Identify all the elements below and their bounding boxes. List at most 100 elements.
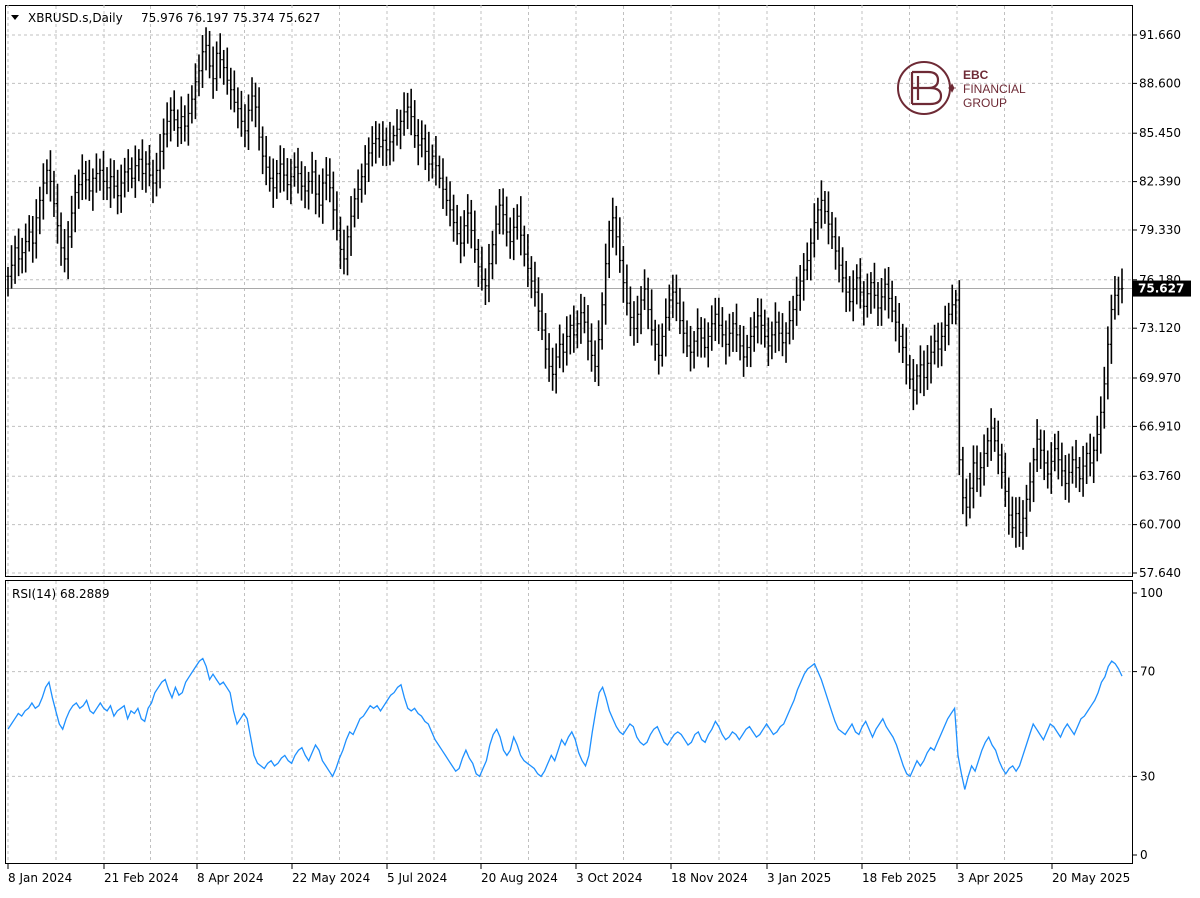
ohlc-bar: [1070, 446, 1074, 484]
ohlc-bar: [915, 364, 919, 405]
ohlc-bar: [689, 325, 693, 372]
ohlc-bar: [190, 85, 194, 124]
ohlc-bar: [604, 243, 608, 325]
ohlc-bar: [243, 104, 247, 148]
ohlc-bar: [667, 284, 671, 331]
ohlc-bar: [215, 41, 219, 91]
logo-monogram-icon: [910, 70, 943, 106]
ohlc-bar: [887, 266, 891, 319]
ohlc-bar: [625, 264, 629, 316]
time-tick-label: 20 Aug 2024: [481, 871, 558, 885]
ohlc-bar: [285, 158, 289, 201]
ohlc-bar: [837, 236, 841, 283]
ohlc-bar: [317, 174, 321, 218]
ohlc-bar: [314, 159, 318, 215]
time-tick-label: 18 Feb 2025: [862, 871, 937, 885]
ohlc-bar: [1039, 429, 1043, 469]
ohlc-bar: [533, 261, 537, 307]
ohlc-bar: [165, 102, 169, 148]
ohlc-bar: [430, 144, 434, 179]
ohlc-bar: [618, 217, 622, 273]
ohlc-bar: [169, 97, 173, 142]
ohlc-bar: [1000, 443, 1004, 489]
ohlc-bar: [717, 297, 721, 344]
ohlc-bar: [547, 333, 551, 382]
time-tick-label: 22 May 2024: [292, 871, 370, 885]
ohlc-bar: [452, 194, 456, 242]
ohlc-bar: [370, 126, 374, 167]
ohlc-bar: [975, 445, 979, 493]
price-tick-label: 66.910: [1139, 419, 1181, 433]
ohlc-bar: [264, 135, 268, 186]
dropdown-triangle-icon[interactable]: [11, 15, 19, 20]
ohlc-bar: [45, 159, 49, 195]
ohlc-bar: [70, 195, 74, 248]
ohlc-bar: [1113, 275, 1117, 320]
ohlc-bar: [876, 282, 880, 326]
ohlc-bar: [954, 289, 958, 325]
ohlc-bar: [1088, 433, 1092, 477]
ohlc-bar: [193, 63, 197, 120]
ohlc-bar: [356, 169, 360, 219]
ohlc-bar: [409, 88, 413, 136]
ohlc-bar: [738, 324, 742, 361]
ohlc-bar: [536, 277, 540, 332]
ohlc-bar: [551, 347, 555, 391]
ohlc-bar: [501, 188, 505, 235]
ohlc-bar: [292, 152, 296, 187]
ohlc-bar: [572, 305, 576, 353]
ohlc-bar: [1095, 415, 1099, 462]
price-panel-frame: [5, 5, 1133, 577]
ohlc-bar: [466, 194, 470, 244]
ohlc-bar: [703, 318, 707, 358]
ohlc-bar: [791, 295, 795, 340]
ohlc-bar: [91, 168, 95, 211]
ohlc-bar: [1035, 419, 1039, 472]
ohlc-bar: [742, 325, 746, 377]
ohlc-bar: [353, 188, 357, 228]
ohlc-bar: [381, 121, 385, 166]
ohlc-bar: [119, 164, 123, 213]
ohlc-bar: [674, 274, 678, 322]
ohlc-bar: [363, 145, 367, 195]
ohlc-bar: [957, 280, 961, 476]
ohlc-bar: [349, 196, 353, 256]
ohlc-bar: [296, 147, 300, 194]
ohlc-bar: [961, 446, 965, 515]
ohlc-bar: [540, 293, 544, 341]
ohlc-bar: [936, 322, 940, 368]
ohlc-bar: [374, 121, 378, 164]
ohlc-bar: [660, 323, 664, 367]
ohlc-bar: [1067, 453, 1071, 503]
ohlc-bar: [498, 188, 502, 235]
ohlc-bar: [123, 157, 127, 198]
ohlc-bar: [41, 163, 45, 220]
ohlc-bar: [34, 199, 38, 259]
ohlc-bar: [858, 258, 862, 309]
ohlc-bar: [855, 264, 859, 305]
ohlc-bar: [101, 150, 105, 201]
ohlc-bar: [66, 221, 70, 280]
ohlc-bar: [515, 204, 519, 240]
ohlc-bar: [109, 158, 113, 208]
ohlc-bar: [1010, 496, 1014, 538]
ohlc-bar: [805, 242, 809, 281]
ohlc-bar: [10, 245, 14, 289]
ohlc-bar: [48, 150, 52, 202]
ohlc-bar: [137, 149, 141, 182]
ohlc-bar: [17, 228, 21, 277]
ohlc-bar: [360, 163, 364, 203]
ohlc-bar: [73, 174, 77, 233]
ohlc-values: 75.976 76.197 75.374 75.627: [141, 11, 320, 25]
ohlc-bar: [816, 197, 820, 240]
ohlc-bar: [377, 123, 381, 158]
price-axis: 91.66088.60085.45082.39079.33076.18073.1…: [1132, 28, 1191, 580]
ohlc-bar: [257, 87, 261, 151]
ohlc-bar: [901, 323, 905, 364]
time-tick-label: 20 May 2025: [1052, 871, 1130, 885]
ohlc-bar: [964, 478, 968, 527]
ohlc-bar: [1102, 366, 1106, 429]
ohlc-bar: [671, 274, 675, 319]
ohlc-bar: [222, 49, 226, 85]
